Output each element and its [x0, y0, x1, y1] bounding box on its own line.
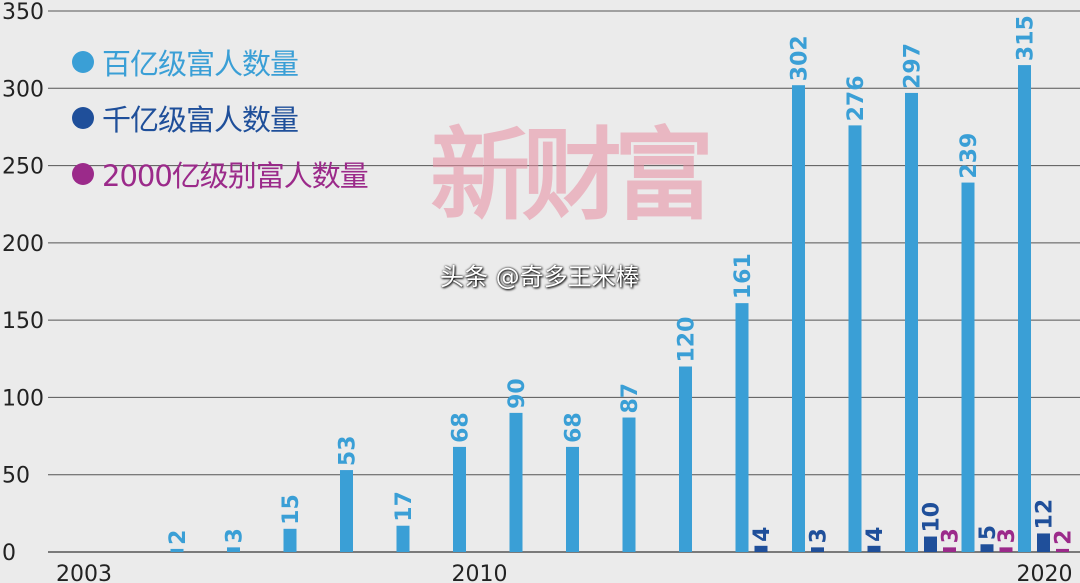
y-tick-label: 50 — [2, 464, 30, 489]
bar — [867, 545, 881, 552]
bar — [453, 446, 466, 552]
bar-value-label: 161 — [731, 253, 756, 299]
legend-dot-icon — [72, 107, 94, 129]
bar — [170, 548, 184, 552]
bar — [999, 547, 1013, 552]
bar-value-label: 68 — [449, 412, 474, 443]
bar — [905, 92, 918, 553]
bar — [924, 536, 937, 552]
x-tick-label: 2010 — [452, 562, 508, 583]
credit-text: 头条 @奇多王米棒 — [440, 263, 640, 291]
bar-value-label: 120 — [675, 317, 700, 363]
bar-value-label: 2 — [166, 530, 191, 545]
bar-value-label: 302 — [788, 35, 813, 81]
bar — [754, 545, 768, 552]
bar-value-label: 53 — [336, 435, 361, 466]
bar-value-label: 3 — [995, 528, 1020, 543]
legend-label: 百亿级富人数量 — [102, 47, 299, 81]
bar — [792, 85, 805, 553]
legend-item: 百亿级富人数量 — [72, 34, 368, 90]
bar-value-label: 68 — [562, 412, 587, 443]
y-tick-label: 350 — [2, 0, 44, 25]
bar — [811, 547, 824, 552]
bar — [679, 366, 692, 552]
bar-value-label: 3 — [939, 528, 964, 543]
bar-value-label: 276 — [844, 75, 869, 121]
bar-value-label: 10 — [920, 502, 945, 533]
bar — [227, 547, 240, 552]
y-tick-label: 250 — [2, 155, 44, 180]
bar-value-label: 297 — [901, 43, 926, 89]
y-tick-label: 300 — [2, 77, 44, 102]
x-tick-label: 2020 — [1017, 562, 1073, 583]
bar — [396, 525, 410, 552]
bar — [735, 303, 749, 552]
bar — [340, 470, 353, 552]
bar-value-label: 12 — [1033, 499, 1058, 530]
bar-value-label: 5 — [976, 525, 1001, 540]
y-tick-label: 0 — [2, 541, 16, 566]
legend-item: 2000亿级别富人数量 — [72, 146, 369, 202]
bar-value-label: 87 — [618, 383, 643, 414]
bar — [283, 528, 297, 552]
bar-value-label: 315 — [1014, 15, 1039, 61]
bar — [566, 446, 579, 552]
bar — [961, 182, 975, 552]
legend: 百亿级富人数量 千亿级富人数量 2000亿级别富人数量 — [72, 34, 369, 202]
bar-value-label: 239 — [957, 133, 982, 179]
y-tick-label: 100 — [2, 386, 44, 411]
bar — [1018, 65, 1031, 552]
legend-label: 2000亿级别富人数量 — [102, 159, 369, 193]
legend-item: 千亿级富人数量 — [72, 90, 368, 146]
y-tick-label: 150 — [2, 309, 44, 334]
bar-value-label: 3 — [223, 528, 248, 543]
legend-label: 千亿级富人数量 — [102, 103, 299, 137]
bar — [509, 412, 523, 552]
x-tick-label: 2003 — [56, 562, 112, 583]
bar-value-label: 17 — [392, 491, 417, 522]
bar — [1056, 548, 1069, 552]
bar-value-label: 15 — [279, 494, 304, 525]
bar-value-label: 4 — [750, 527, 775, 542]
bar — [980, 544, 994, 552]
y-tick-label: 200 — [2, 232, 44, 257]
bar — [943, 547, 956, 552]
bar — [848, 125, 862, 552]
bar — [1037, 533, 1050, 552]
bar-value-label: 4 — [863, 527, 888, 542]
watermark: 新财富 — [430, 116, 714, 234]
bar-value-label: 2 — [1052, 530, 1077, 545]
bar-value-label: 90 — [505, 378, 530, 409]
bar-value-label: 3 — [807, 528, 832, 543]
legend-dot-icon — [72, 51, 94, 73]
legend-dot-icon — [72, 163, 94, 185]
bar — [622, 417, 636, 552]
